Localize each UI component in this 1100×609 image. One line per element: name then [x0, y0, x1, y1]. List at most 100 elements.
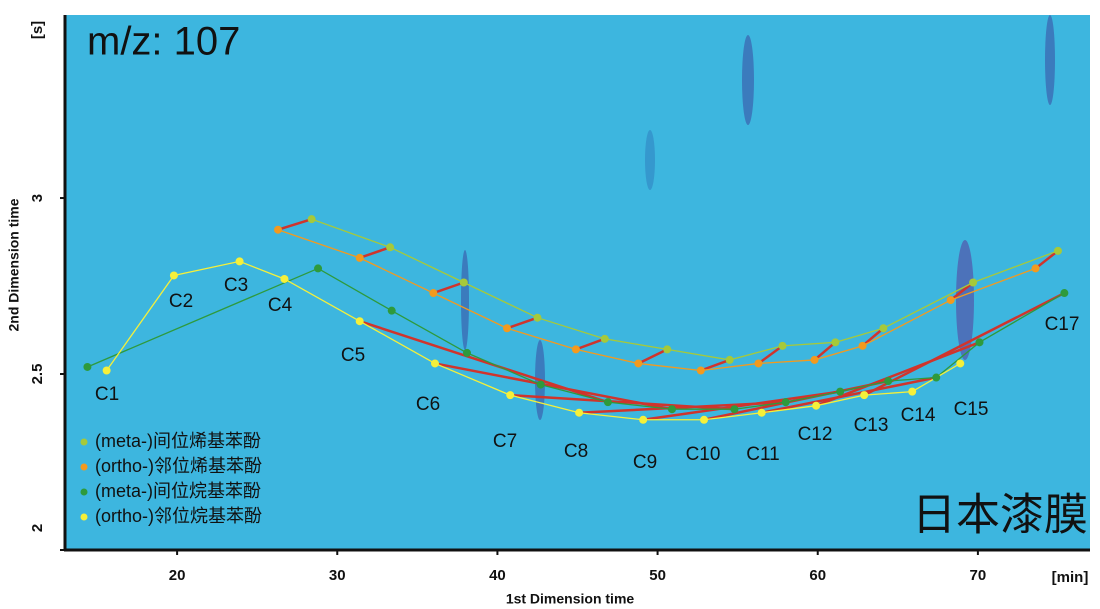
y-tick-label: 2.5	[29, 364, 46, 385]
legend-marker	[80, 463, 88, 471]
pair-link	[813, 341, 837, 361]
point	[314, 264, 323, 273]
point	[1031, 264, 1040, 273]
x-tick-label: 40	[489, 567, 506, 584]
peak-label: C5	[341, 345, 365, 366]
pair-link	[861, 327, 885, 347]
point	[600, 334, 609, 343]
point	[831, 338, 840, 347]
peak-label: C2	[169, 291, 193, 312]
point	[83, 362, 92, 371]
legend-label: (ortho-)邻位烷基苯酚	[95, 506, 262, 526]
point	[536, 380, 545, 389]
point	[533, 313, 542, 322]
point	[975, 338, 984, 347]
point	[836, 387, 845, 396]
x-tick-label: 50	[649, 567, 666, 584]
point	[280, 274, 289, 283]
point	[725, 355, 734, 364]
point	[812, 401, 821, 410]
legend-marker	[80, 513, 88, 521]
peak-label: C7	[493, 431, 517, 452]
pair-link	[432, 281, 465, 295]
point	[884, 377, 893, 386]
series-line	[311, 218, 1059, 361]
point	[860, 391, 869, 400]
point	[956, 359, 965, 368]
point	[778, 341, 787, 350]
x-tick-label: 20	[169, 567, 186, 584]
peak-label: C13	[854, 415, 889, 436]
pair-link	[642, 390, 841, 422]
pair-link	[700, 358, 731, 372]
point	[969, 278, 978, 287]
x-tick-label: 70	[970, 567, 987, 584]
point	[858, 341, 867, 350]
point	[355, 317, 364, 326]
point	[1060, 289, 1069, 298]
peak-label: C15	[954, 399, 989, 420]
point	[430, 359, 439, 368]
x-tick-label: 60	[809, 567, 826, 584]
y-tick-label: 2	[29, 524, 46, 532]
peak-label: C8	[564, 441, 588, 462]
peak-label: C12	[798, 424, 833, 445]
pair-link	[575, 337, 606, 351]
point	[387, 306, 396, 315]
point	[696, 366, 705, 375]
annotation: 日本漆膜	[912, 491, 1088, 540]
point	[781, 398, 790, 407]
point	[386, 243, 395, 252]
point	[1053, 246, 1062, 255]
pair-link	[757, 344, 784, 365]
point	[932, 373, 941, 382]
point	[634, 359, 643, 368]
pair-link	[506, 316, 538, 330]
y-axis-title: 2nd Dimension time	[6, 198, 22, 331]
point	[663, 345, 672, 354]
point	[429, 289, 438, 298]
pair-link	[637, 348, 668, 365]
point	[235, 257, 244, 266]
y-unit: [s]	[29, 21, 46, 39]
point	[571, 345, 580, 354]
legend-label: (ortho-)邻位烯基苯酚	[95, 456, 262, 476]
peak-label: C1	[95, 384, 119, 405]
pair-link	[761, 376, 937, 414]
y-tick-label: 3	[29, 194, 46, 202]
legend-marker	[80, 488, 88, 496]
series-line	[277, 229, 1036, 372]
point	[908, 387, 917, 396]
point	[639, 415, 648, 424]
x-unit: [min]	[1052, 569, 1089, 586]
peak-label: C4	[268, 295, 293, 316]
plot-background	[65, 15, 1090, 550]
chart-title: m/z: 107	[87, 20, 240, 64]
point	[462, 348, 471, 357]
pair-link	[277, 217, 313, 231]
peak-label: C10	[686, 444, 721, 465]
pair-link	[815, 341, 980, 407]
point	[603, 398, 612, 407]
peak-label: C3	[224, 275, 248, 296]
point	[730, 405, 739, 414]
point	[575, 408, 584, 417]
point	[459, 278, 468, 287]
peak-label: C9	[633, 452, 657, 473]
legend-label: (meta-)间位烯基苯酚	[95, 431, 261, 451]
peak-label: C6	[416, 394, 440, 415]
pair-link	[949, 281, 974, 302]
point	[102, 366, 111, 375]
point	[355, 253, 364, 262]
legend-marker	[80, 438, 88, 446]
point	[274, 225, 283, 234]
point	[307, 215, 316, 224]
point	[810, 355, 819, 364]
legend-label: (meta-)间位烷基苯酚	[95, 481, 261, 501]
point	[169, 271, 178, 280]
x-tick-label: 30	[329, 567, 346, 584]
point	[946, 296, 955, 305]
pair-link	[863, 291, 1065, 397]
x-axis-title: 1st Dimension time	[506, 591, 635, 607]
